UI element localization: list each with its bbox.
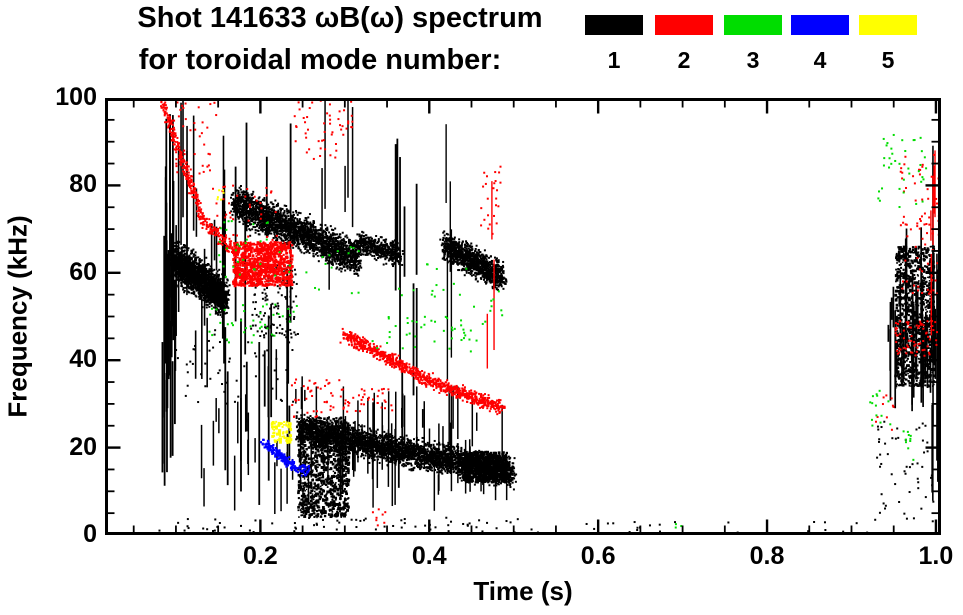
x-tick-label: 0.8 <box>749 542 785 570</box>
legend-swatch-mode5 <box>859 15 917 35</box>
x-tick-label: 0.4 <box>411 542 447 570</box>
legend-label-mode2: 2 <box>677 47 691 73</box>
chart-title-line2: for toroidal mode number: <box>138 44 502 76</box>
legend-label-mode5: 5 <box>881 47 895 73</box>
y-tick-label: 40 <box>69 345 97 374</box>
legend-label-mode1: 1 <box>607 47 621 73</box>
legend-swatch-mode2 <box>655 15 713 35</box>
y-tick-label: 100 <box>55 83 97 111</box>
y-tick-label: 0 <box>83 520 97 548</box>
y-axis-title: Frequency (kHz) <box>2 215 33 418</box>
y-axis-title-wrap: Frequency (kHz) <box>0 98 36 535</box>
spectrogram-plot-canvas <box>105 98 941 535</box>
legend-label-mode4: 4 <box>813 47 827 73</box>
legend-swatch-mode4 <box>791 15 849 35</box>
legend-label-mode3: 3 <box>746 47 760 73</box>
y-tick-label: 60 <box>69 257 97 286</box>
x-tick-label: 1.0 <box>918 542 954 570</box>
legend-swatch-mode1 <box>585 15 643 35</box>
x-axis-title: Time (s) <box>473 576 573 606</box>
chart-title-line1: Shot 141633 ωB(ω) spectrum <box>137 2 543 34</box>
x-tick-label: 0.2 <box>242 542 278 570</box>
y-tick-label: 20 <box>69 432 97 461</box>
x-tick-label: 0.6 <box>580 542 616 570</box>
legend-swatch-mode3 <box>724 15 782 35</box>
y-tick-label: 80 <box>69 170 97 199</box>
